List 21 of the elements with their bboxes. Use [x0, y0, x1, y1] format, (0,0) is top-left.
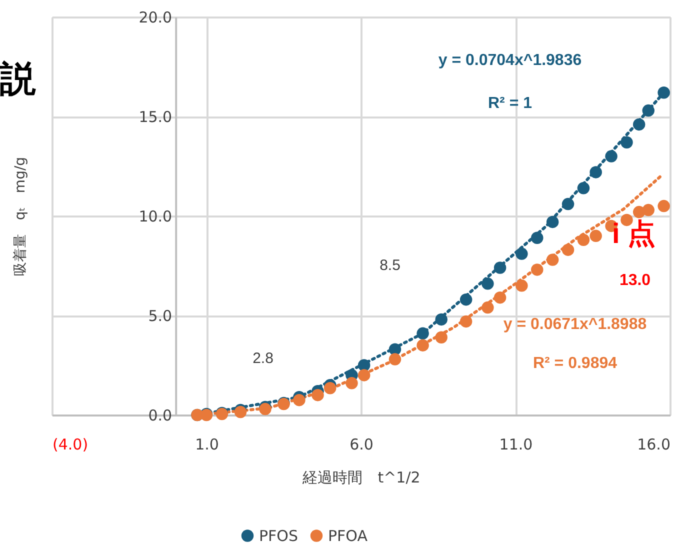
x-tick-label: 16.0	[637, 436, 670, 454]
y-tick-label: 15.0	[138, 108, 172, 126]
y-tick-label: 20.0	[138, 8, 172, 26]
x-axis-title: 経過時間 t^1/2	[302, 468, 420, 486]
y-tick-label: 5.0	[148, 307, 172, 325]
annotation: y = 0.0671x^1.8988	[503, 316, 647, 333]
legend-label: PFOS	[259, 526, 298, 545]
x-tick-label: 6.0	[350, 436, 374, 454]
legend-label: PFOA	[328, 526, 368, 545]
annotation: R² = 1	[488, 95, 532, 112]
x-tick-label: 11.0	[499, 436, 533, 454]
annotation: 2.8	[252, 350, 274, 367]
y-tick-label: 0.0	[148, 406, 172, 424]
x-tick-label: (4.0)	[52, 436, 88, 454]
y-axis-title: 吸着量 qₜ mg/g	[12, 156, 28, 276]
y-tick-label: 10.0	[138, 208, 172, 226]
annotation: 13.0	[619, 272, 651, 289]
annotation: R² = 0.9894	[532, 355, 618, 372]
annotation: y = 0.0704x^1.9836	[438, 52, 582, 69]
annotation: 8.5	[380, 257, 400, 274]
x-tick-label: 1.0	[195, 436, 219, 454]
